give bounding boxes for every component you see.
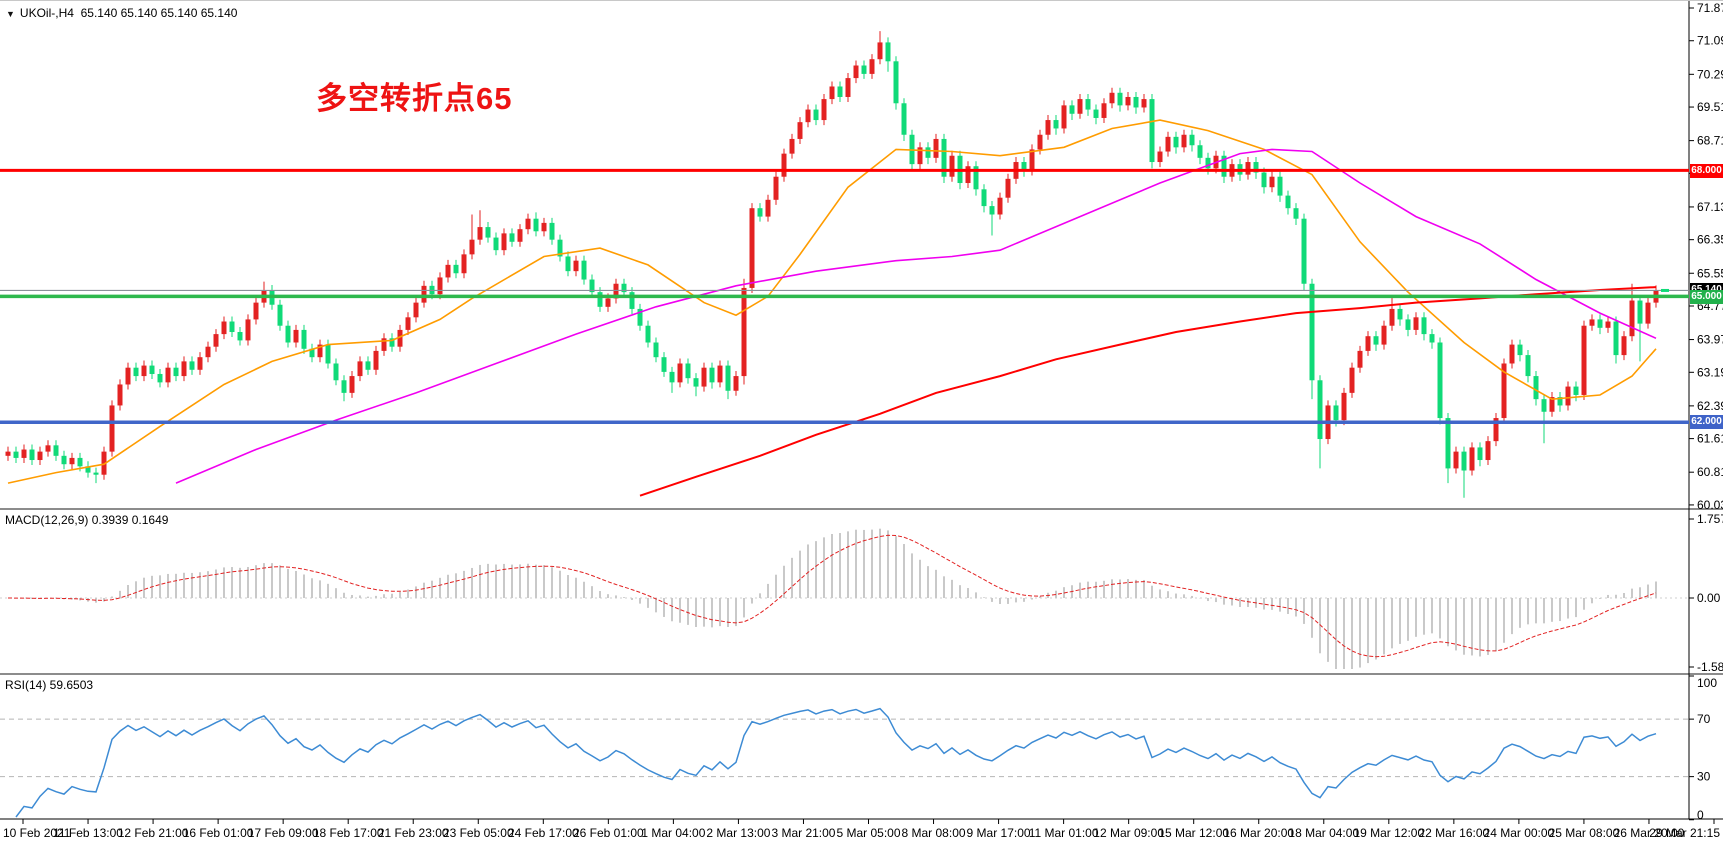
- price-level-badge-68: 68.000: [1690, 164, 1723, 178]
- rsi-axis-label: 100: [1697, 676, 1717, 690]
- time-axis-label: 3 Mar 21:00: [771, 826, 835, 840]
- time-axis-label: 12 Feb 21:00: [118, 826, 189, 840]
- time-axis-label: 23 Feb 05:00: [443, 826, 514, 840]
- macd-indicator-label: MACD(12,26,9) 0.3939 0.1649: [5, 513, 169, 527]
- candlestick-series: [5, 31, 1659, 498]
- time-axis-label: 24 Feb 17:00: [508, 826, 579, 840]
- rsi-axis-label: 70: [1697, 712, 1711, 726]
- macd-axis: 1.7579 0.00 -1.5867: [1689, 512, 1723, 674]
- time-axis-label: 24 Mar 00:00: [1484, 826, 1555, 840]
- ma-mid-magenta: [175, 148, 1657, 484]
- macd-axis-label: 0.00: [1697, 591, 1721, 605]
- time-axis-label: 29 Mar 21:15: [1649, 826, 1720, 840]
- rsi-axis-label: 30: [1697, 770, 1711, 784]
- time-axis-label: 5 Mar 05:00: [836, 826, 900, 840]
- time-axis-label: 18 Mar 04:00: [1288, 826, 1359, 840]
- symbol-title: ▼ UKOil-,H4 65.140 65.140 65.140 65.140: [6, 6, 237, 20]
- price-axis-label: 65.550: [1697, 266, 1723, 280]
- price-axis-label: 66.350: [1697, 233, 1723, 247]
- time-axis-label: 26 Mar 20:00: [1614, 826, 1685, 840]
- horizontal-level-lines: [0, 168, 1689, 424]
- time-axis-label: 11 Feb 13:00: [53, 826, 123, 840]
- rsi-panel-series: [0, 707, 1689, 818]
- price-axis-label: 63.970: [1697, 333, 1723, 347]
- symbol-ohlc-text: UKOil-,H4 65.140 65.140 65.140 65.140: [19, 6, 238, 20]
- price-axis-label: 60.030: [1697, 498, 1723, 512]
- time-axis-label: 11 Mar 01:00: [1029, 826, 1099, 840]
- price-axis-label: 69.510: [1697, 100, 1723, 114]
- rsi-axis-label: 0: [1697, 808, 1704, 822]
- time-axis-label: 9 Mar 17:00: [967, 826, 1031, 840]
- time-axis-label: 22 Mar 16:00: [1418, 826, 1489, 840]
- price-axis-label: 63.190: [1697, 365, 1723, 379]
- time-axis-label: 26 Feb 01:00: [573, 826, 644, 840]
- time-axis-label: 16 Mar 20:00: [1223, 826, 1294, 840]
- time-axis-label: 16 Feb 01:00: [183, 826, 254, 840]
- price-level-badge-65: 65.000: [1690, 290, 1723, 304]
- time-axis-label: 10 Feb 2021: [3, 826, 71, 840]
- time-axis-label: 12 Mar 09:00: [1093, 826, 1164, 840]
- macd-axis-label: 1.7579: [1697, 512, 1723, 526]
- macd-axis-label: -1.5867: [1697, 660, 1723, 674]
- ma-fast-orange: [7, 119, 1657, 484]
- macd-panel-series: [0, 528, 1689, 669]
- panel-separator[interactable]: [0, 508, 1723, 510]
- price-axis-label: 71.090: [1697, 34, 1723, 48]
- time-axis-label: 17 Feb 09:00: [248, 826, 319, 840]
- time-axis-label: 18 Feb 17:00: [313, 826, 384, 840]
- rsi-indicator-label: RSI(14) 59.6503: [5, 678, 94, 692]
- price-axis-label: 68.710: [1697, 134, 1723, 148]
- price-axis-label: 70.290: [1697, 67, 1723, 81]
- time-axis-label: 8 Mar 08:00: [902, 826, 966, 840]
- price-axis-label: 62.390: [1697, 399, 1723, 413]
- price-axis-label: 60.810: [1697, 465, 1723, 479]
- time-axis-label: 1 Mar 04:00: [641, 826, 705, 840]
- price-axis-label: 67.130: [1697, 200, 1723, 214]
- price-axis-label: 71.870: [1697, 1, 1723, 15]
- time-axis-label: 2 Mar 13:00: [706, 826, 770, 840]
- panel-separator[interactable]: [0, 673, 1723, 675]
- symbol-dropdown-icon[interactable]: ▼: [6, 9, 15, 19]
- price-axis: 71.87071.09070.29069.51068.71067.93067.1…: [1689, 1, 1723, 512]
- time-axis-label: 15 Mar 12:00: [1158, 826, 1229, 840]
- chart-annotation-text: 多空转折点65: [316, 81, 513, 116]
- time-axis-label: 25 Mar 08:00: [1549, 826, 1620, 840]
- price-axis-label: 61.610: [1697, 432, 1723, 446]
- time-axis-label: 19 Mar 12:00: [1353, 826, 1424, 840]
- price-level-badge-62: 62.000: [1690, 415, 1723, 429]
- time-axis-label: 21 Feb 23:00: [378, 826, 449, 840]
- rsi-axis: 100 70 30 0: [1689, 675, 1717, 822]
